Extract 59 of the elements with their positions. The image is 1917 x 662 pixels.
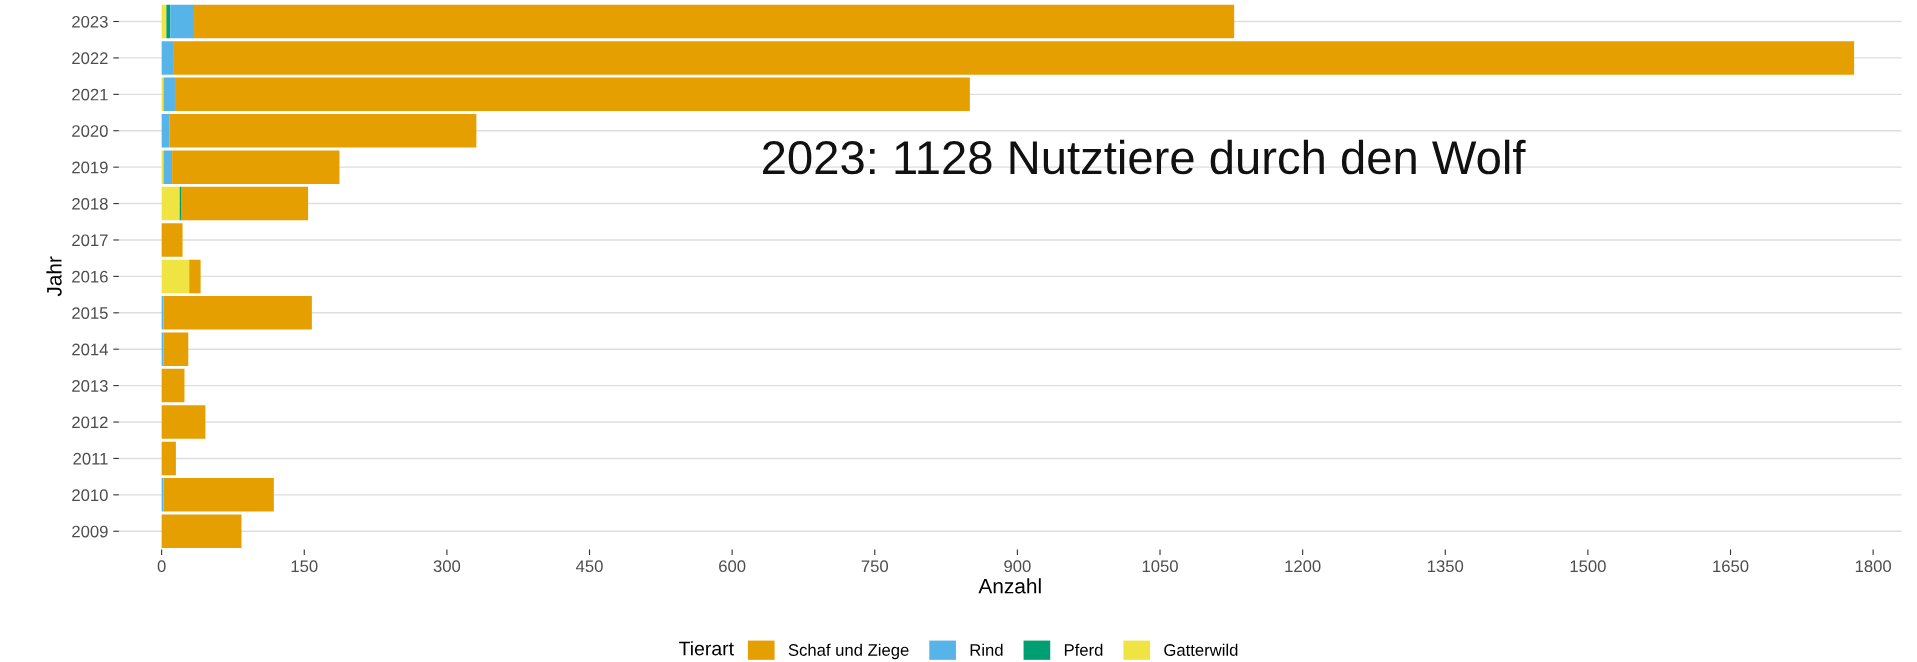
x-axis-title: Anzahl: [978, 578, 1041, 594]
y-tick-label: 2013: [72, 380, 108, 392]
legend-label: Schaf und Ziege: [788, 643, 909, 660]
x-tick-label: 450: [576, 560, 603, 573]
annotation: 2023: 1128 Nutztiere durch den Wolf: [763, 139, 1526, 175]
bar: [161, 405, 206, 439]
bar: [163, 332, 189, 366]
x-tick-label: 600: [719, 560, 746, 573]
y-tick-label: 2010: [72, 489, 108, 502]
bar: [163, 150, 173, 184]
y-axis-title: Jahr: [46, 256, 62, 297]
bar: [161, 186, 180, 221]
bar: [163, 296, 312, 330]
bar: [161, 441, 176, 476]
x-tick-label: 1200: [1285, 560, 1321, 573]
bar: [161, 223, 183, 257]
y-tick-label: 2020: [72, 125, 108, 137]
x-tick-label: 900: [1004, 560, 1031, 573]
bar: [170, 4, 194, 39]
x-tick-label: 1800: [1855, 560, 1892, 573]
x-tick-label: 150: [291, 560, 318, 573]
bar: [161, 514, 242, 548]
legend-label: Gatterwild: [1164, 643, 1238, 656]
y-tick-label: 2018: [72, 197, 108, 210]
y-tick-label: 2023: [72, 15, 108, 28]
bar: [174, 77, 970, 112]
y-tick-label: 2017: [72, 234, 108, 247]
legend-label: Pferd: [1064, 643, 1103, 656]
x-tick-label: 0: [157, 560, 166, 573]
bar: [189, 259, 201, 294]
y-tick-label: 2021: [72, 88, 108, 101]
bar: [173, 41, 1855, 75]
y-tick-label: 2016: [72, 270, 108, 283]
legend-label: Rind: [970, 643, 1003, 656]
y-tick-label: 2009: [72, 525, 108, 538]
y-tick-label: 2014: [72, 343, 108, 356]
y-tick-label: 2019: [72, 161, 108, 174]
x-tick-label: 1650: [1713, 560, 1749, 573]
x-tick-label: 750: [861, 560, 889, 573]
x-tick-label: 1500: [1570, 560, 1606, 573]
bar: [161, 259, 190, 294]
y-tick-label: 2022: [72, 52, 108, 65]
x-tick-label: 1350: [1428, 560, 1464, 573]
legend-title: Tierart: [679, 641, 734, 656]
bar: [193, 4, 1235, 39]
bar: [163, 478, 274, 512]
bar: [161, 41, 174, 75]
y-tick-label: 2011: [73, 452, 108, 465]
bar: [163, 77, 175, 112]
y-tick-label: 2012: [72, 416, 108, 429]
x-tick-label: 300: [433, 560, 461, 573]
bar: [181, 186, 309, 221]
bar: [161, 114, 170, 148]
bar: [161, 368, 185, 403]
bar: [166, 4, 171, 39]
bar: [172, 150, 340, 184]
x-tick-label: 1050: [1142, 560, 1178, 573]
bar: [169, 114, 477, 148]
y-tick-label: 2015: [72, 307, 108, 319]
